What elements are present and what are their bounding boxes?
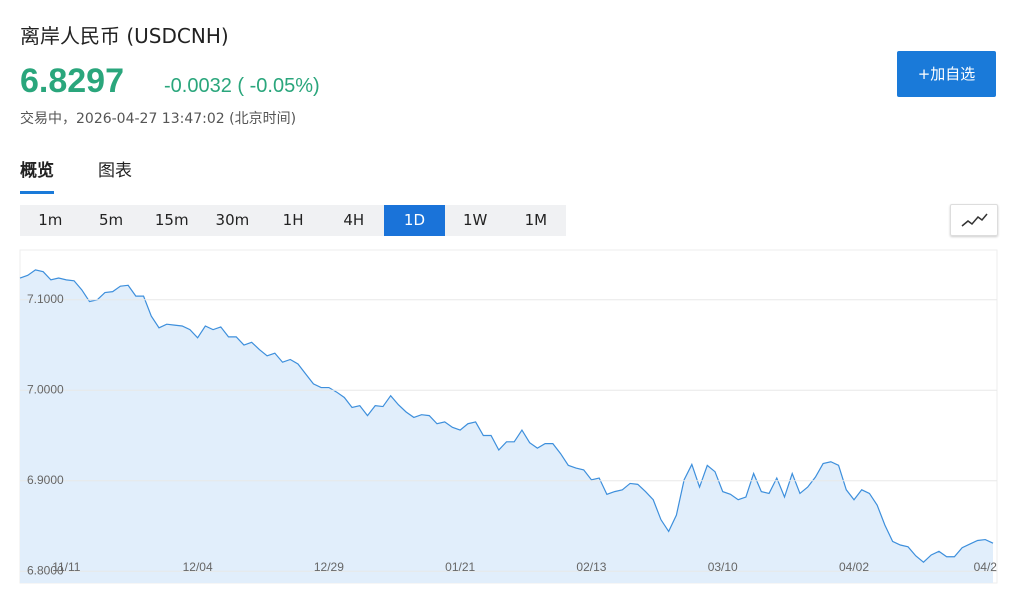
- tab[interactable]: 概览: [20, 156, 54, 194]
- interval-button[interactable]: 15m: [154, 211, 189, 229]
- x-tick-label: 11/11: [52, 560, 81, 574]
- x-tick-label: 04/2: [974, 560, 998, 574]
- x-tick-label: 04/02: [839, 560, 869, 574]
- x-tick-label: 12/04: [183, 560, 213, 574]
- title: 离岸人民币 (USDCNH): [20, 24, 229, 48]
- x-tick-label: 03/10: [708, 560, 738, 574]
- y-tick-label: 6.9000: [27, 473, 64, 487]
- x-tick-label: 01/21: [445, 560, 475, 574]
- y-tick-label: 6.8000: [27, 563, 64, 577]
- area-fill: [20, 269, 993, 583]
- interval-button[interactable]: 1W: [462, 211, 488, 229]
- status: 交易中，2026-04-27 13:47:02 (北京时间): [20, 111, 297, 127]
- x-tick-label: 12/29: [314, 560, 344, 574]
- interval-button[interactable]: 1M: [524, 211, 548, 229]
- x-tick-label: 02/13: [576, 560, 606, 574]
- y-tick-label: 7.1000: [27, 292, 64, 306]
- tab[interactable]: 图表: [98, 161, 132, 181]
- price: 6.8297: [20, 62, 124, 100]
- interval-button[interactable]: 1D: [384, 205, 445, 236]
- interval-button[interactable]: 30m: [215, 211, 250, 229]
- chart-type-button[interactable]: [950, 204, 998, 236]
- interval-button[interactable]: 1m: [38, 211, 63, 229]
- interval-bar: 1m 5m 15m 30m 1H 4H 1D 1W 1M: [20, 205, 567, 236]
- add-watchlist-button[interactable]: +加自选: [897, 51, 996, 97]
- tabs: 概览 图表: [20, 156, 132, 194]
- interval-button[interactable]: 5m: [98, 211, 124, 229]
- line: [19, 269, 994, 563]
- y-tick-label: 7.0000: [27, 382, 64, 396]
- icon-line: [961, 213, 988, 227]
- chart-icon: [961, 213, 988, 227]
- interval-button[interactable]: 1H: [282, 211, 304, 229]
- change: -0.0032 ( -0.05%): [164, 75, 320, 97]
- interval-button[interactable]: 4H: [343, 211, 365, 229]
